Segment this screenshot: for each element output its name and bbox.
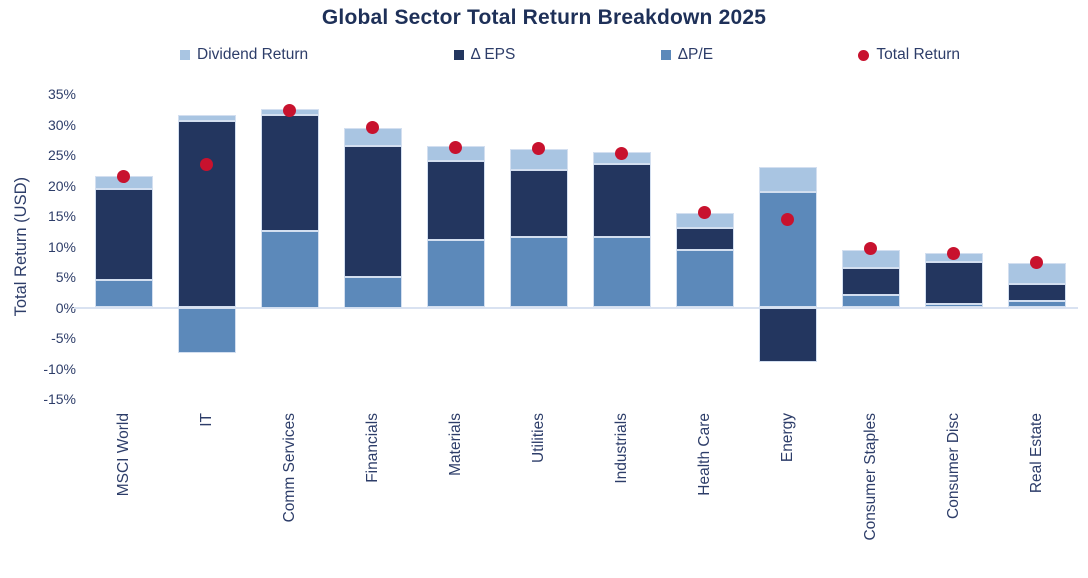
legend-item: Δ EPS [453,46,516,64]
bar-segment [94,280,153,308]
legend-square-icon [660,50,671,60]
y-axis-tick-label: -10% [43,360,76,377]
y-axis-tick-label: 30% [47,116,76,133]
legend-dot-icon [858,49,870,61]
x-axis: MSCI World IT Comm Services Financials Mater… [82,413,1078,573]
legend-square-icon [453,50,464,60]
legend-label: Dividend Return [197,46,309,63]
x-axis-label: Financials [363,413,381,483]
y-axis-tick-label: 25% [47,147,76,163]
total-return-dot [698,206,711,220]
total-return-dot [449,140,462,154]
bar-segment [177,121,236,308]
bar-segment [177,307,236,354]
total-return-dot [366,121,379,135]
bar-segment [924,261,983,305]
x-axis-label: Energy [778,413,796,463]
bar-segment [177,115,236,122]
plot-area [74,94,1078,399]
zero-axis-line [74,306,1078,309]
bar-segment [1007,284,1066,302]
y-axis-tick-label: 20% [47,177,76,194]
bar-segment [592,164,651,238]
x-axis-label: Materials [446,413,464,476]
total-return-dot [283,103,296,117]
bar-segment [758,191,817,308]
y-axis-tick-label: 5% [55,269,76,285]
total-return-dot [864,241,877,255]
x-axis-label: Utilities [529,413,547,463]
bar-segment [758,307,817,363]
legend-item: ΔP/E [660,46,714,64]
y-axis-tick-label: 15% [47,208,76,224]
bar-segment [675,228,734,250]
bar-segment [426,240,485,308]
bar-segment [841,295,900,308]
bar-segment [260,231,319,308]
legend: Dividend Return Δ EPS ΔP/E Total Return [180,46,960,64]
bar-segment [94,188,153,281]
bar-segment [924,304,983,308]
y-axis-tick-label: 35% [47,86,76,102]
x-axis-label: Comm Services [280,413,298,523]
bar-segment [758,167,817,192]
y-axis-tick-label: 0% [55,299,76,316]
bar-segment [343,145,402,277]
total-return-dot [615,146,628,160]
bar-segment [1007,301,1066,308]
total-return-dot [200,157,213,171]
y-axis: 35% 30% 25% 20% 15% 10% 5% 0% -5% -10% -15% [0,0,76,578]
x-axis-label: Real Estate [1027,413,1045,494]
bar-segment [426,161,485,241]
x-axis-label: MSCI World [114,413,132,497]
x-axis-label: Consumer Staples [861,413,879,541]
x-axis-label: IT [197,413,215,427]
total-return-dot [781,212,794,226]
total-return-dot [532,142,545,156]
x-axis-label: Consumer Disc [944,413,962,519]
chart-title: Global Sector Total Return Breakdown 202… [321,6,767,29]
bar-segment [509,170,568,238]
legend-label: ΔP/E [677,46,714,63]
legend-item: Dividend Return [180,46,308,64]
legend-label: Δ EPS [470,46,516,63]
x-axis-label: Industrials [612,413,630,484]
bar-segment [675,249,734,308]
bar-segment [841,267,900,296]
total-return-dot [117,169,130,183]
y-axis-tick-label: -15% [43,391,76,407]
y-axis-tick-label: 10% [47,238,76,255]
legend-label: Total Return [876,46,960,63]
bar-segment [343,277,402,308]
bar-segment [592,237,651,308]
legend-square-icon [180,50,190,60]
bar-segment [260,115,319,232]
total-return-dot [1030,256,1043,270]
legend-item: Total Return [858,46,960,64]
x-axis-label: Health Care [695,413,713,496]
total-return-dot [947,247,960,261]
bar-segment [509,237,568,308]
y-axis-tick-label: -5% [51,330,76,346]
